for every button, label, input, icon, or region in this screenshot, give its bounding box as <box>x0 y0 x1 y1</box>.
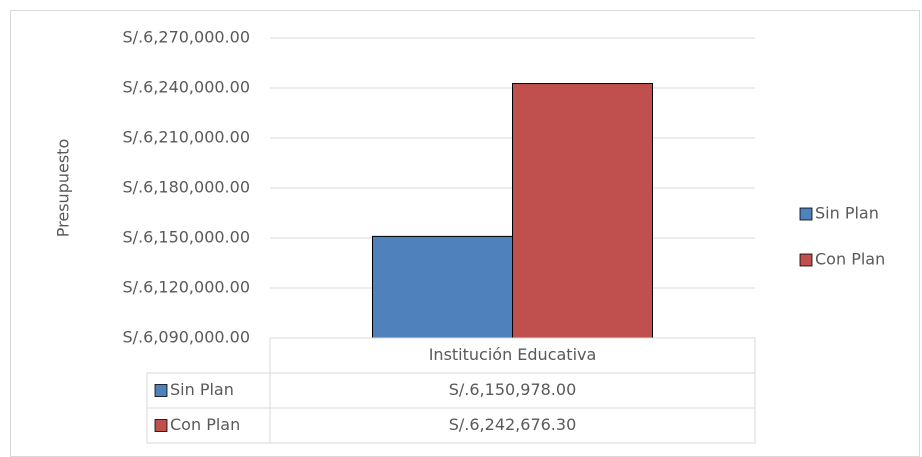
table-key <box>154 419 168 432</box>
legend-key <box>799 207 813 221</box>
y-axis-label: Presupuesto <box>54 139 73 237</box>
table-series-name: Con Plan <box>170 415 240 434</box>
legend-label: Con Plan <box>815 250 885 269</box>
y-tick-label: S/.6,240,000.00 <box>122 78 250 97</box>
chart-frame <box>10 10 920 457</box>
y-tick-label: S/.6,090,000.00 <box>122 328 250 347</box>
y-tick-label: S/.6,120,000.00 <box>122 278 250 297</box>
y-tick-label: S/.6,270,000.00 <box>122 28 250 47</box>
table-cell <box>269 407 756 444</box>
table-value: S/.6,150,978.00 <box>449 380 577 399</box>
legend-key <box>799 253 813 267</box>
table-value: S/.6,242,676.30 <box>449 415 577 434</box>
bar <box>372 235 513 339</box>
y-tick-label: S/.6,150,000.00 <box>122 228 250 247</box>
table-key <box>154 384 168 397</box>
bar <box>512 83 653 339</box>
y-tick-label: S/.6,210,000.00 <box>122 128 250 147</box>
table-series-name: Sin Plan <box>170 380 234 399</box>
y-tick-label: S/.6,180,000.00 <box>122 178 250 197</box>
table-header: Institución Educativa <box>429 345 597 364</box>
legend-label: Sin Plan <box>815 204 879 223</box>
